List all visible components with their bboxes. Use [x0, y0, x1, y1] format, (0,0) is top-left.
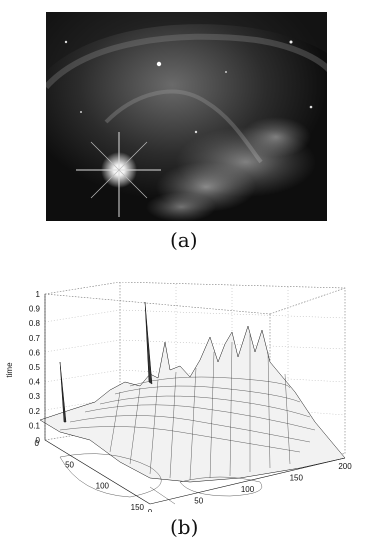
x-tick-label: 0	[148, 508, 153, 512]
surface-wire	[59, 334, 316, 481]
y-tick-label: 50	[65, 460, 74, 469]
y-tick-label: 0	[35, 439, 40, 448]
z-tick-label: 0.7	[29, 334, 41, 343]
z-tick-label: 0.6	[29, 348, 41, 357]
surface-mesh	[39, 301, 346, 483]
panel-b-caption: (b)	[170, 515, 199, 539]
z-tick-labels: 0 0.1 0.2 0.3 0.4 0.5 0.6 0.7 0.8 0.9 1	[29, 290, 41, 445]
y-tick-labels: 0 50 100 150	[35, 439, 145, 512]
nebula-image	[46, 12, 327, 221]
z-tick-label: 0.4	[29, 378, 41, 387]
floor-axes	[44, 294, 346, 505]
z-tick-label: 0.3	[29, 392, 41, 401]
nebula-photo	[46, 12, 327, 221]
z-tick-label: 0.8	[29, 319, 41, 328]
y-tick-label: 100	[96, 482, 110, 491]
x-tick-label: 150	[290, 474, 304, 483]
x-tick-label: 50	[194, 497, 203, 506]
z-tick-label: 0	[36, 436, 41, 445]
panel-a-caption: (a)	[170, 228, 198, 252]
x-tick-label: 200	[338, 462, 352, 471]
z-tick-label: 0.1	[29, 421, 41, 430]
z-tick-label: 1	[36, 290, 41, 299]
x-tick-label: 100	[241, 485, 255, 494]
y-tick-label: 150	[131, 503, 145, 512]
z-tick-label: 0.9	[29, 305, 41, 314]
surface-plot: time 0 0.1 0.2 0.3 0.4 0.5 0.6 0.7 0.8 0.9 1 0 50 10…	[5, 282, 352, 512]
x-tick-labels: 0 50 100 150 200	[148, 462, 352, 512]
z-tick-label: 0.2	[29, 407, 41, 416]
z-axis-label: time	[5, 362, 14, 378]
z-tick-label: 0.5	[29, 363, 41, 372]
